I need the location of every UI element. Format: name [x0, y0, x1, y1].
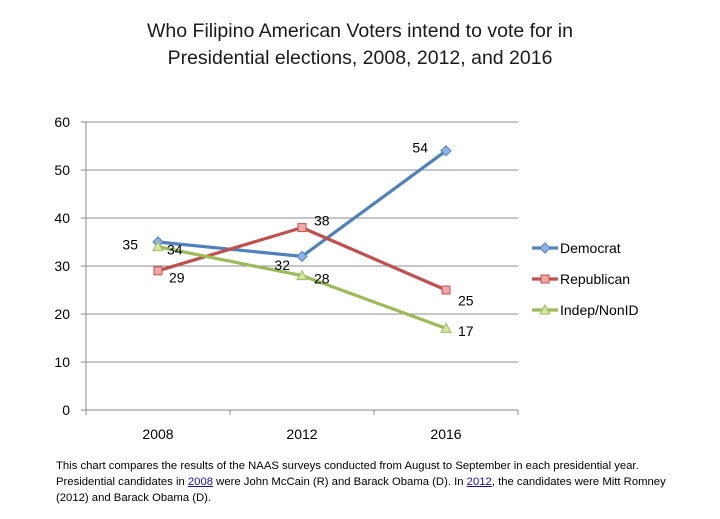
data-label-democrat-2008: 35 — [122, 237, 138, 253]
chart-title-line-1: Who Filipino American Voters intend to v… — [147, 20, 573, 42]
legend-label-indep-nonid: Indep/NonID — [560, 302, 639, 318]
chart-title: Who Filipino American Voters intend to v… — [0, 18, 720, 72]
legend-label-republican: Republican — [560, 271, 630, 287]
data-label-indep-nonid-2008: 34 — [167, 242, 183, 258]
x-tick-label-2012: 2012 — [286, 426, 317, 442]
series-layer — [152, 145, 452, 333]
chart-title-line-2: Presidential elections, 2008, 2012, and … — [167, 47, 553, 69]
data-point-republican-2012 — [297, 223, 307, 233]
data-point-indep-nonid-2008 — [152, 240, 164, 252]
caption-link-2012[interactable]: 2012 — [466, 476, 492, 488]
data-point-republican-2008 — [153, 266, 163, 276]
data-label-republican-2012: 38 — [314, 212, 330, 228]
legend: Democrat Republican Indep/NonID — [532, 240, 639, 318]
y-tick-label-30: 30 — [54, 258, 70, 274]
x-tick-label-2008: 2008 — [142, 426, 173, 442]
data-label-layer: 35 32 54 29 38 25 34 28 17 — [122, 140, 473, 340]
legend-marker-republican — [540, 274, 550, 284]
data-label-democrat-2016: 54 — [412, 140, 428, 156]
y-tick-label-60: 60 — [54, 114, 70, 130]
data-label-democrat-2012: 32 — [274, 257, 290, 273]
y-tick-label-20: 20 — [54, 306, 70, 322]
data-point-democrat-2016 — [440, 145, 452, 157]
axis-layer: 0 10 20 30 40 50 60 2008 2012 2016 — [54, 114, 519, 442]
y-tick-label-0: 0 — [62, 402, 70, 418]
data-point-republican-2016 — [441, 285, 451, 295]
legend-label-democrat: Democrat — [560, 240, 621, 256]
caption-text-3: , the candidates were Mitt Romney (2012)… — [56, 476, 666, 504]
caption-text-2: were John McCain (R) and Barack Obama (D… — [213, 476, 467, 488]
data-label-republican-2008: 29 — [169, 270, 185, 286]
x-tick-label-2016: 2016 — [430, 426, 461, 442]
legend-marker-democrat — [539, 242, 551, 254]
legend-marker-indep-nonid — [539, 303, 551, 315]
caption-text-1: This chart compares the results of the N… — [56, 460, 639, 488]
series-line-democrat — [157, 149, 447, 258]
y-tick-label-10: 10 — [54, 354, 70, 370]
data-label-indep-nonid-2012: 28 — [314, 270, 330, 286]
grid-layer — [86, 121, 518, 411]
chart-caption: This chart compares the results of the N… — [56, 458, 696, 506]
data-label-republican-2016: 25 — [458, 293, 474, 309]
data-point-indep-nonid-2012 — [296, 269, 308, 281]
y-tick-label-40: 40 — [54, 210, 70, 226]
caption-link-2008[interactable]: 2008 — [187, 476, 214, 488]
data-label-indep-nonid-2016: 17 — [458, 323, 474, 339]
y-tick-label-50: 50 — [54, 162, 70, 178]
data-point-indep-nonid-2016 — [440, 322, 452, 333]
data-point-democrat-2012 — [296, 250, 308, 263]
